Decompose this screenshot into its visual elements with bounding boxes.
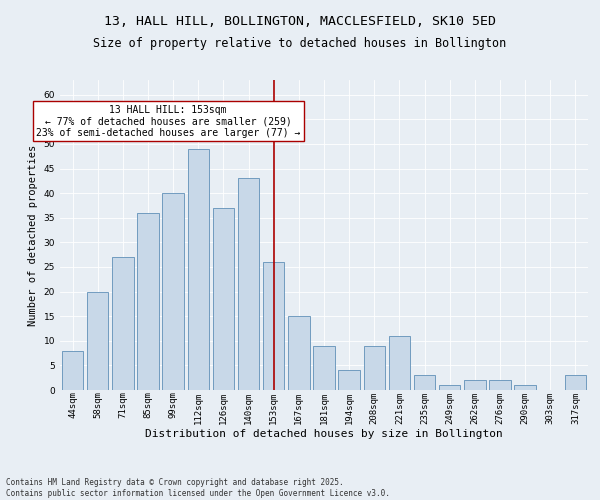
Bar [137, 213, 158, 390]
Bar [338, 370, 360, 390]
Bar [313, 346, 335, 390]
X-axis label: Distribution of detached houses by size in Bollington: Distribution of detached houses by size … [145, 429, 503, 439]
Bar [514, 385, 536, 390]
Text: 13, HALL HILL, BOLLINGTON, MACCLESFIELD, SK10 5ED: 13, HALL HILL, BOLLINGTON, MACCLESFIELD,… [104, 15, 496, 28]
Bar [112, 257, 134, 390]
Text: 13 HALL HILL: 153sqm
← 77% of detached houses are smaller (259)
23% of semi-deta: 13 HALL HILL: 153sqm ← 77% of detached h… [36, 104, 301, 138]
Bar [87, 292, 109, 390]
Bar [439, 385, 460, 390]
Text: Contains HM Land Registry data © Crown copyright and database right 2025.
Contai: Contains HM Land Registry data © Crown c… [6, 478, 390, 498]
Bar [188, 149, 209, 390]
Bar [62, 350, 83, 390]
Bar [565, 375, 586, 390]
Text: Size of property relative to detached houses in Bollington: Size of property relative to detached ho… [94, 38, 506, 51]
Bar [364, 346, 385, 390]
Bar [464, 380, 485, 390]
Bar [414, 375, 435, 390]
Bar [238, 178, 259, 390]
Bar [163, 193, 184, 390]
Bar [490, 380, 511, 390]
Bar [288, 316, 310, 390]
Bar [213, 208, 234, 390]
Bar [263, 262, 284, 390]
Y-axis label: Number of detached properties: Number of detached properties [28, 144, 38, 326]
Bar [389, 336, 410, 390]
